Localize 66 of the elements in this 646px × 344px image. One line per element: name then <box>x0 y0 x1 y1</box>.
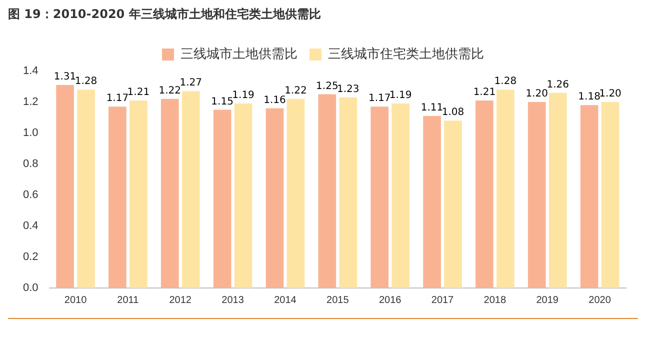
bar <box>392 104 410 288</box>
data-label: 1.19 <box>389 90 412 102</box>
bar <box>182 91 200 288</box>
bar <box>266 108 284 288</box>
bar <box>160 98 179 288</box>
data-label: 1.25 <box>316 80 338 92</box>
data-label: 1.21 <box>127 87 150 98</box>
y-tick-label: 1.0 <box>22 127 38 140</box>
bar <box>318 94 336 288</box>
bar <box>444 120 462 288</box>
data-label: 1.17 <box>368 93 391 104</box>
bar <box>370 106 388 288</box>
y-tick-label: 0.4 <box>22 220 38 232</box>
data-label: 1.20 <box>526 88 548 100</box>
y-tick-label: 1.2 <box>22 96 38 108</box>
y-tick-label: 0.2 <box>22 251 38 264</box>
y-tick-label: 0.6 <box>22 189 38 202</box>
x-tick-label: 2015 <box>326 294 350 306</box>
data-label: 1.28 <box>74 76 98 88</box>
bar <box>130 100 148 288</box>
legend-label: 三线城市土地供需比 <box>180 46 298 62</box>
y-tick-label: 0.8 <box>22 158 38 170</box>
bar <box>601 102 620 288</box>
bar <box>580 105 598 288</box>
data-label: 1.21 <box>473 87 496 98</box>
bar <box>56 84 74 288</box>
bar <box>423 116 441 288</box>
bar <box>234 104 252 288</box>
x-tick-label: 2020 <box>588 294 612 306</box>
y-tick-label: 0.0 <box>22 282 38 294</box>
data-label: 1.23 <box>337 84 360 95</box>
data-label: 1.27 <box>180 78 202 89</box>
x-tick-label: 2011 <box>117 294 140 306</box>
data-label: 1.26 <box>546 79 569 90</box>
x-tick-label: 2018 <box>484 294 506 306</box>
legend-label: 三线城市住宅类土地供需比 <box>328 46 484 62</box>
bar <box>496 90 514 288</box>
x-tick-label: 2016 <box>378 294 402 306</box>
data-label: 1.16 <box>264 94 286 106</box>
data-label: 1.19 <box>232 90 254 102</box>
bar <box>476 100 494 288</box>
x-tick-label: 2013 <box>222 294 244 306</box>
data-label: 1.20 <box>599 88 622 100</box>
x-tick-label: 2019 <box>536 294 559 306</box>
bar <box>108 106 126 288</box>
data-label: 1.18 <box>578 92 600 103</box>
data-label: 1.22 <box>284 85 307 96</box>
data-label: 1.11 <box>420 102 444 114</box>
chart-title: 图 19：2010-2020 年三线城市土地和住宅类土地供需比 <box>8 6 321 23</box>
data-label: 1.17 <box>106 93 129 104</box>
bar <box>77 90 95 288</box>
data-label: 1.28 <box>494 76 517 88</box>
x-tick-label: 2017 <box>431 294 454 306</box>
bar <box>339 97 358 288</box>
bar <box>548 92 567 288</box>
data-label: 1.08 <box>442 107 464 118</box>
data-label: 1.31 <box>54 72 76 83</box>
x-tick-label: 2010 <box>64 294 88 306</box>
bar <box>213 110 232 288</box>
bar <box>286 98 305 288</box>
x-tick-label: 2012 <box>169 294 192 306</box>
bar <box>528 102 546 288</box>
x-tick-label: 2014 <box>274 294 297 306</box>
y-tick-label: 1.4 <box>22 65 38 78</box>
data-label: 1.15 <box>211 96 234 108</box>
data-label: 1.22 <box>158 85 182 96</box>
